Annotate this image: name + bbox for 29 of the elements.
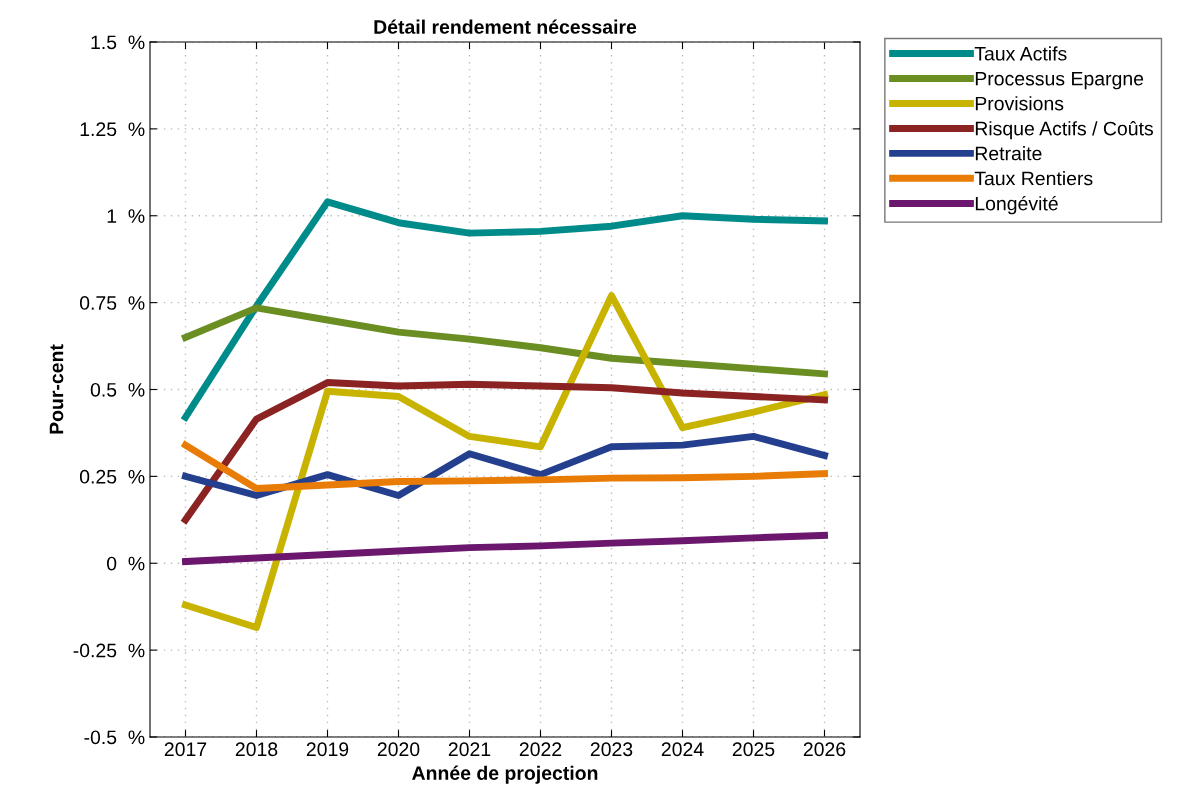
x-tick-label: 2025 — [732, 742, 775, 757]
legend-label: Risque Actifs / Coûts — [975, 121, 1153, 140]
x-tick-label: 2020 — [377, 742, 420, 757]
x-tick-label: 2021 — [448, 742, 491, 757]
y-tick-label: 0.25 % — [79, 469, 145, 484]
chart-title: Détail rendement nécessaire — [374, 19, 637, 34]
legend-label: Taux Rentiers — [974, 171, 1093, 186]
y-tick-label: -0.25 % — [73, 643, 145, 658]
x-tick-label: 2019 — [306, 742, 349, 757]
y-tick-label: 0.75 % — [79, 296, 145, 310]
x-tick-label: 2018 — [235, 742, 278, 757]
y-tick-label: 0.5 % — [90, 382, 145, 397]
legend-label: Taux Actifs — [974, 46, 1067, 61]
y-tick-label: 0 % — [106, 556, 145, 571]
x-tick-label: 2017 — [164, 742, 207, 757]
y-tick-label: -0.5 % — [84, 730, 145, 745]
x-tick-label: 2024 — [661, 742, 704, 757]
y-tick-label: 1.25 % — [80, 122, 145, 137]
y-tick-label: 1 % — [107, 209, 145, 223]
x-tick-label: 2026 — [803, 742, 846, 757]
y-tick-label: 1.5 % — [91, 35, 145, 50]
x-tick-label: 2023 — [590, 742, 633, 757]
legend-label: Processus Epargne — [975, 71, 1144, 90]
legend-label: Provisions — [975, 96, 1064, 111]
y-axis-title: Pour-cent — [49, 344, 64, 434]
x-axis-title: Année de projection — [412, 765, 598, 784]
legend-label: Longévité — [975, 195, 1058, 215]
legend-label: Retraite — [975, 146, 1042, 161]
x-tick-label: 2022 — [519, 742, 562, 757]
